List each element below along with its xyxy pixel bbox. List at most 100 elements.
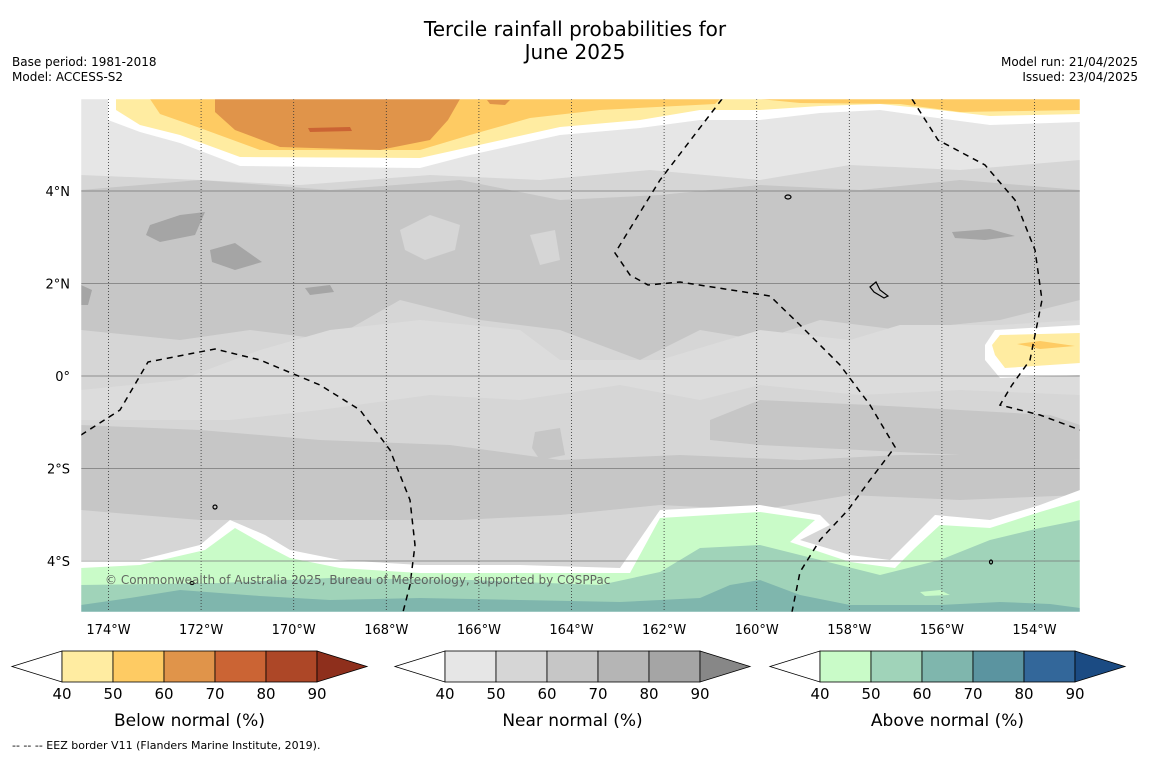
- lon-label: 170°W: [272, 623, 316, 638]
- lon-label: 154°W: [1012, 623, 1056, 638]
- near-normal-south-band: [81, 425, 1080, 520]
- legend-swatch: [265, 650, 318, 683]
- lon-label: 162°W: [642, 623, 686, 638]
- legend-over-triangle: [699, 650, 752, 683]
- legend-tick: 80: [1014, 685, 1033, 703]
- meta-right: Model run: 21/04/2025 Issued: 23/04/2025: [1001, 55, 1138, 85]
- legend-under-triangle: [393, 650, 446, 683]
- lon-label: 174°W: [86, 623, 130, 638]
- below-normal-40-patch-east: [992, 333, 1080, 368]
- title-line-2: June 2025: [524, 40, 626, 64]
- near-normal-east-band: [710, 400, 1080, 460]
- legend-under-triangle: [768, 650, 821, 683]
- legend-1: 40 50 60 70 80 90 Near normal (%): [393, 650, 752, 731]
- near-normal-patch-south: [532, 428, 565, 460]
- eez-border-west: [81, 348, 416, 612]
- legend-tick: 40: [435, 685, 454, 703]
- near-normal-80-patch: [146, 212, 205, 242]
- title-line-1: Tercile rainfall probabilities for: [423, 17, 727, 41]
- legend-swatch: [648, 650, 701, 683]
- lon-label: 166°W: [457, 623, 501, 638]
- island-2: [212, 504, 218, 510]
- legend-title: Below normal (%): [114, 711, 265, 731]
- legend-over-triangle: [316, 650, 369, 683]
- islands: [189, 194, 994, 586]
- legend-swatch: [61, 650, 114, 683]
- copyright-text: © Commonwealth of Australia 2025, Bureau…: [105, 573, 610, 587]
- legend-tick: 40: [810, 685, 829, 703]
- legend-title: Above normal (%): [871, 711, 1024, 731]
- legend-tick: 90: [1065, 685, 1084, 703]
- below-normal-70-patch: [308, 127, 352, 132]
- legend-swatch: [546, 650, 599, 683]
- legend-tick: 80: [256, 685, 275, 703]
- legend-tick: 90: [307, 685, 326, 703]
- legend-swatch: [819, 650, 872, 683]
- legend-tick: 70: [963, 685, 982, 703]
- meta-left: Base period: 1981-2018 Model: ACCESS-S2: [12, 55, 157, 85]
- legend-tick: 90: [690, 685, 709, 703]
- legends: 40 50 60 70 80 90 Below normal (%) 40 50 60 70 80 90…: [10, 650, 1127, 731]
- lon-label: 164°W: [549, 623, 593, 638]
- lon-label: 172°W: [179, 623, 223, 638]
- near-normal-80-patch-2: [210, 243, 262, 270]
- below-normal-50-patch-east: [1017, 341, 1075, 349]
- legend-swatch: [972, 650, 1025, 683]
- legend-under-triangle: [10, 650, 63, 683]
- near-normal-80-patch-5: [81, 285, 92, 305]
- legend-tick: 40: [52, 685, 71, 703]
- legend-swatch: [495, 650, 548, 683]
- footer-note: -- -- -- EEZ border V11 (Flanders Marine…: [12, 739, 321, 752]
- island-3: [189, 580, 195, 586]
- legend-tick: 60: [912, 685, 931, 703]
- near-normal-60-band: [81, 180, 1080, 360]
- legend-tick: 50: [861, 685, 880, 703]
- above-normal-60-band: [81, 580, 1080, 612]
- legend-swatch: [870, 650, 923, 683]
- near-normal-equatorial-band: [81, 320, 1080, 420]
- below-normal-60-patch: [487, 100, 510, 105]
- legend-tick: 50: [103, 685, 122, 703]
- forecast-field: [81, 99, 1080, 612]
- lat-label: 2°N: [46, 278, 71, 293]
- island-kiritimati: [869, 281, 890, 299]
- issued-date: Issued: 23/04/2025: [1022, 70, 1138, 84]
- base-period: Base period: 1981-2018: [12, 55, 157, 69]
- map-frame: [80, 98, 1081, 613]
- island-1: [784, 194, 792, 200]
- near-normal-80-patch-4: [952, 229, 1015, 240]
- legend-2: 40 50 60 70 80 90 Above normal (%): [768, 650, 1127, 731]
- latitude-labels: 4°N 2°N 0° 2°S 4°S: [46, 185, 71, 570]
- legend-swatch: [163, 650, 216, 683]
- map-gridlines: [81, 99, 1080, 612]
- legend-over-triangle: [1074, 650, 1127, 683]
- lat-label: 4°S: [47, 555, 70, 570]
- model-run: Model run: 21/04/2025: [1000, 55, 1138, 69]
- legend-tick: 60: [154, 685, 173, 703]
- legend-title: Near normal (%): [502, 711, 642, 731]
- legend-swatch: [597, 650, 650, 683]
- legend-tick: 50: [486, 685, 505, 703]
- lon-label: 158°W: [827, 623, 871, 638]
- lon-label: 160°W: [735, 623, 779, 638]
- legend-swatch: [921, 650, 974, 683]
- legend-0: 40 50 60 70 80 90 Below normal (%): [10, 650, 369, 731]
- longitude-labels: 174°W 172°W 170°W 168°W 166°W 164°W 162°W 160°W…: [86, 623, 1056, 638]
- near-normal-light-patch: [400, 215, 460, 260]
- legend-swatch: [214, 650, 267, 683]
- legend-swatch: [1023, 650, 1076, 683]
- above-normal-50-band: [81, 520, 1080, 612]
- lon-label: 156°W: [920, 623, 964, 638]
- near-normal-80-patch-3: [305, 285, 334, 295]
- below-normal-50-band-east: [760, 99, 1080, 112]
- eez-border-central: [614, 99, 896, 612]
- near-normal-light-patch-2: [530, 230, 560, 265]
- legend-swatch: [112, 650, 165, 683]
- lon-label: 168°W: [364, 623, 408, 638]
- legend-tick: 70: [205, 685, 224, 703]
- lat-label: 0°: [55, 370, 70, 385]
- lat-label: 2°S: [47, 463, 70, 478]
- legend-tick: 70: [588, 685, 607, 703]
- lat-label: 4°N: [46, 185, 71, 200]
